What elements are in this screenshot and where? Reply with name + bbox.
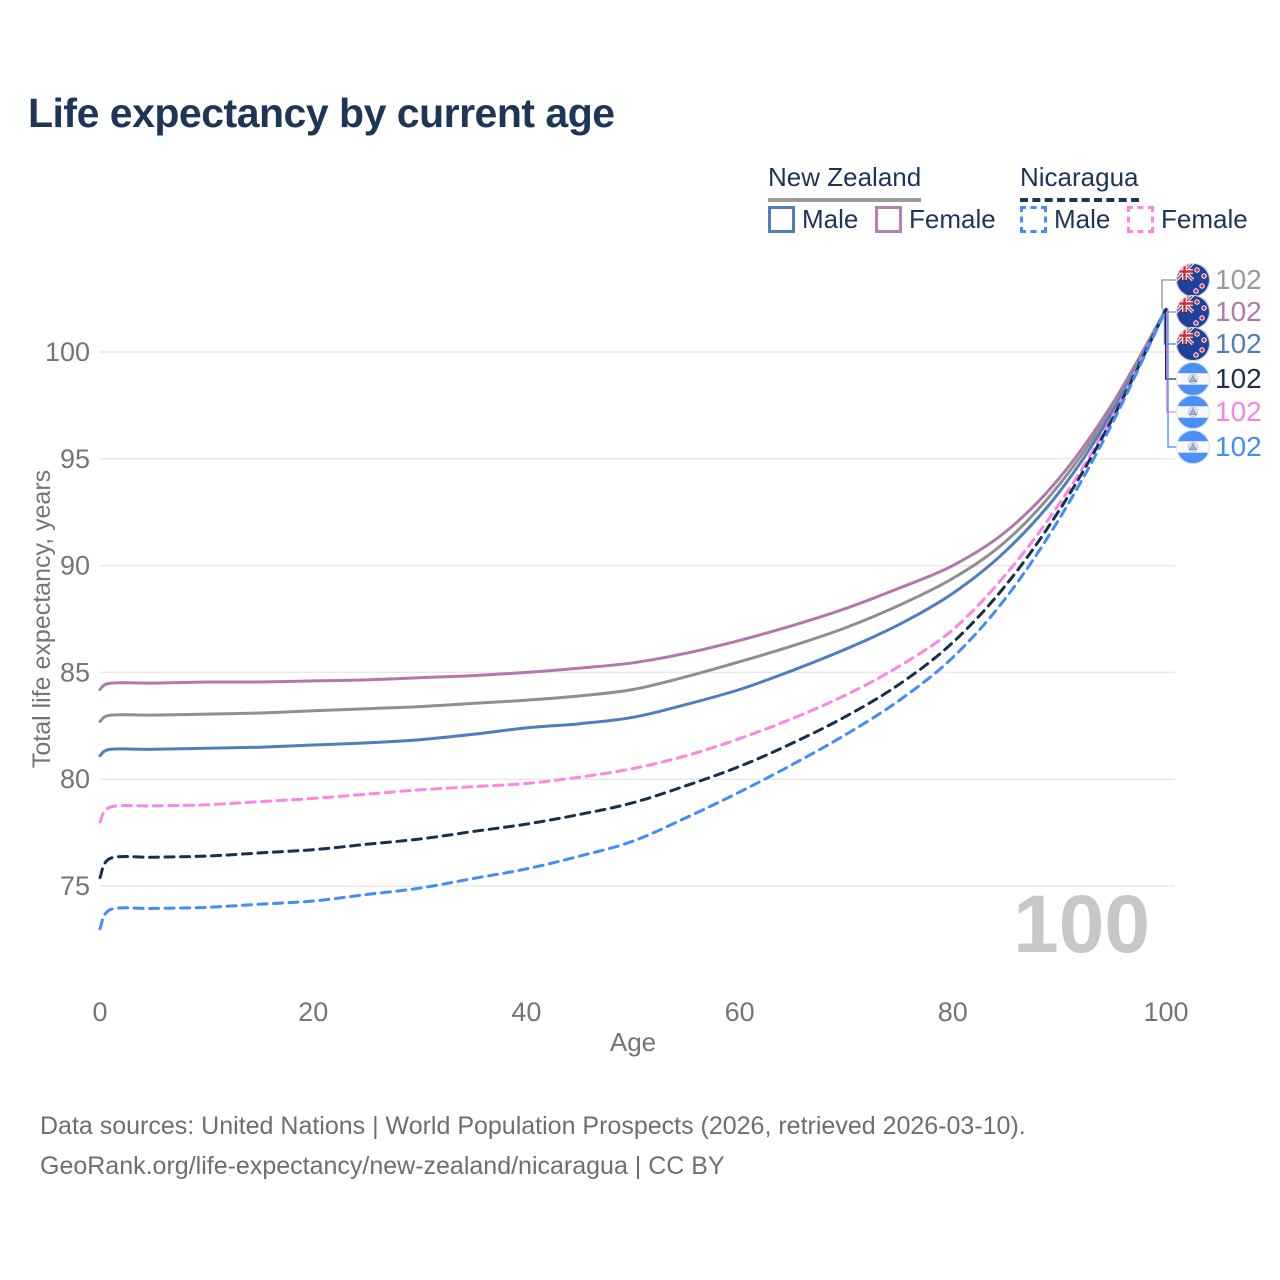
- end-marker-connector-nicaragua-male: [1167, 309, 1176, 448]
- y-tick-label: 90: [60, 551, 90, 581]
- flag-icon-nicaragua: [1176, 362, 1210, 396]
- end-marker-value: 102: [1215, 296, 1262, 327]
- x-tick-label: 60: [725, 997, 755, 1027]
- series-line-new-zealand-total[interactable]: [98, 307, 1168, 723]
- end-marker-value: 102: [1215, 264, 1262, 295]
- x-tick-label: 20: [298, 997, 328, 1027]
- legend-swatch-icon: [1127, 206, 1154, 233]
- y-tick-label: 85: [60, 657, 90, 687]
- legend-group-label: Nicaragua: [1020, 162, 1139, 192]
- legend-item-new-zealand-male[interactable]: Male: [768, 204, 858, 235]
- legend-item-label: Male: [802, 204, 859, 234]
- x-tick-label: 100: [1143, 997, 1188, 1027]
- end-marker-value: 102: [1215, 431, 1262, 462]
- series-line-nicaragua-female[interactable]: [98, 307, 1168, 824]
- end-marker-connector-nicaragua-female: [1166, 309, 1176, 413]
- series-line-new-zealand-male[interactable]: [98, 307, 1168, 758]
- footer-data-sources: Data sources: United Nations | World Pop…: [40, 1112, 1026, 1140]
- legend-item-label: Male: [1054, 204, 1111, 234]
- age-counter-watermark: 100: [1013, 879, 1150, 970]
- series-line-new-zealand-female[interactable]: [98, 307, 1168, 691]
- flag-icon-new-zealand: [1176, 327, 1210, 361]
- series-line-nicaragua-total[interactable]: [98, 307, 1168, 879]
- footer-attribution: GeoRank.org/life-expectancy/new-zealand/…: [40, 1152, 725, 1180]
- footer: Data sources: United Nations | World Pop…: [40, 1106, 1026, 1186]
- y-tick-label: 95: [60, 444, 90, 474]
- legend-swatch-icon: [875, 206, 902, 233]
- legend-swatch-icon: [768, 206, 795, 233]
- legend-item-new-zealand-female[interactable]: Female: [875, 204, 996, 235]
- legend-group-new-zealand: New Zealand: [768, 162, 922, 202]
- flag-icon-new-zealand: [1176, 263, 1210, 297]
- legend-group-nicaragua: Nicaragua: [1020, 162, 1139, 202]
- legend-item-nicaragua-male[interactable]: Male: [1020, 204, 1110, 235]
- flag-icon-new-zealand: [1176, 295, 1210, 329]
- end-marker-connector-nicaragua-total: [1164, 309, 1176, 380]
- legend-swatch-icon: [1020, 206, 1047, 233]
- end-marker-value: 102: [1215, 328, 1262, 359]
- x-tick-label: 80: [938, 997, 968, 1027]
- legend-item-nicaragua-female[interactable]: Female: [1127, 204, 1248, 235]
- end-marker-connector-new-zealand-total: [1161, 279, 1176, 310]
- x-tick-label: 0: [92, 997, 107, 1027]
- x-axis-title: Age: [610, 1027, 656, 1057]
- series-line-nicaragua-male[interactable]: [98, 307, 1168, 931]
- end-marker-value: 102: [1215, 363, 1262, 394]
- flag-icon-nicaragua: [1176, 430, 1210, 464]
- legend-item-label: Female: [909, 204, 996, 234]
- end-marker-connector-new-zealand-male: [1163, 309, 1176, 345]
- page-title: Life expectancy by current age: [28, 90, 615, 136]
- y-tick-label: 75: [60, 871, 90, 901]
- end-marker-value: 102: [1215, 396, 1262, 427]
- legend-item-label: Female: [1161, 204, 1248, 234]
- flag-icon-nicaragua: [1176, 395, 1210, 429]
- y-axis-title: Total life expectancy, years: [28, 470, 56, 768]
- legend-group-label: New Zealand: [768, 162, 922, 192]
- y-tick-label: 100: [45, 337, 90, 367]
- y-tick-label: 80: [60, 764, 90, 794]
- x-tick-label: 40: [511, 997, 541, 1027]
